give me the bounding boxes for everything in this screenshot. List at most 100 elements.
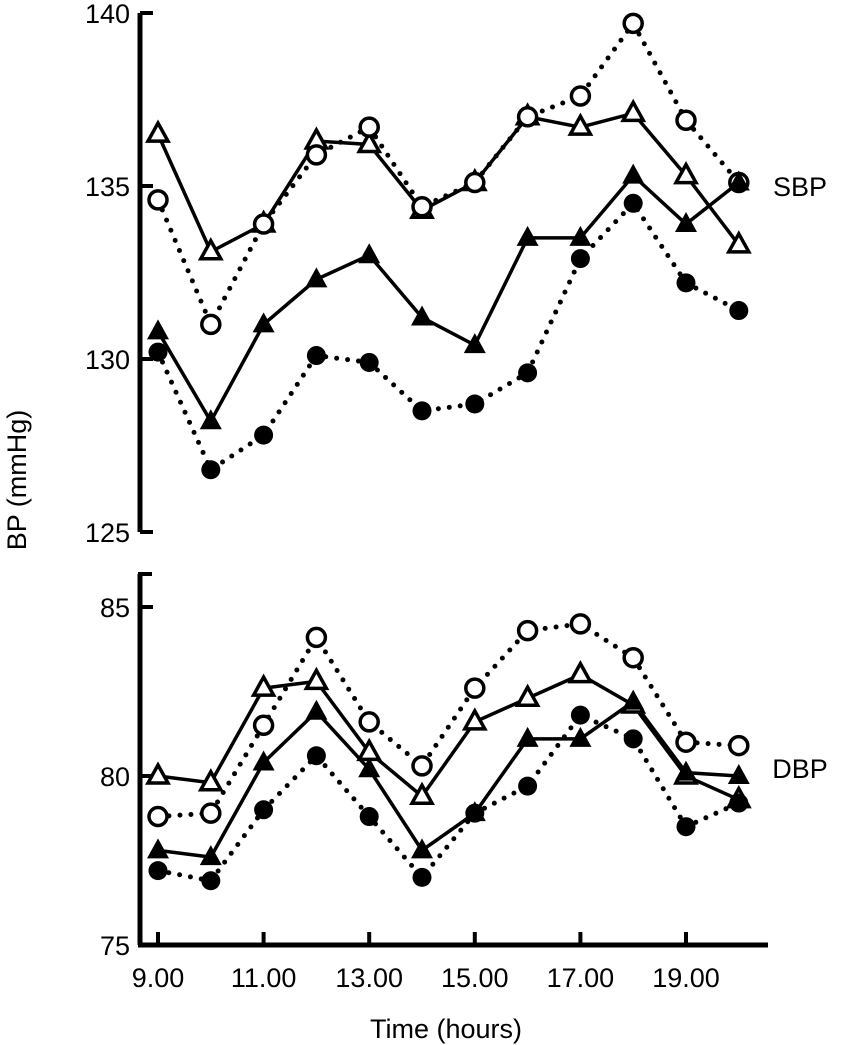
open-circle-marker <box>516 619 539 642</box>
open-triangle-marker <box>673 161 699 185</box>
filled-circle-marker <box>306 746 326 766</box>
open-triangle-solid-line <box>157 672 740 802</box>
open-circle-marker <box>411 755 433 777</box>
filled-circle-marker <box>676 817 696 837</box>
filled-circle-marker <box>148 342 168 362</box>
open-triangle-marker <box>250 673 277 697</box>
filled-circle-marker <box>518 363 538 383</box>
filled-triangle-marker <box>358 757 381 778</box>
open-circle-marker <box>358 116 380 138</box>
filled-circle-marker <box>412 401 432 421</box>
filled-triangle-marker <box>252 750 275 771</box>
y-tick-label: 130 <box>85 345 130 375</box>
open-circle-marker <box>252 714 275 737</box>
filled-circle-marker <box>518 776 538 796</box>
open-circle-marker <box>147 805 169 828</box>
open-circle-marker <box>569 613 592 635</box>
x-tick-label: 19.00 <box>652 963 720 993</box>
filled-triangle-marker <box>252 312 275 333</box>
open-circle-marker <box>675 109 697 132</box>
open-circle-marker <box>358 711 380 733</box>
filled-triangle-marker <box>569 726 592 747</box>
y-tick-label: 85 <box>100 593 130 623</box>
open-triangle-marker <box>303 666 330 691</box>
open-circle-marker <box>464 171 486 194</box>
open-triangle-marker <box>567 659 594 684</box>
sbp-label: SBP <box>773 172 827 202</box>
filled-triangle-marker <box>622 163 645 184</box>
filled-triangle-marker <box>675 760 697 781</box>
open-circle-marker <box>252 213 275 235</box>
open-circle-marker <box>622 646 644 669</box>
x-tick-label: 9.00 <box>132 963 185 993</box>
x-axis: 9.00 11.00 13.00 15.00 17.00 19.00 <box>132 932 768 993</box>
filled-triangle-marker <box>727 764 750 784</box>
filled-circle-marker <box>465 803 485 823</box>
filled-triangle-marker <box>569 225 592 246</box>
filled-circle-marker <box>676 273 696 293</box>
filled-circle-marker <box>729 793 749 813</box>
dbp-panel: 75 80 85 <box>100 572 752 961</box>
open-triangle-marker <box>514 683 541 708</box>
x-tick-label: 11.00 <box>231 963 297 993</box>
open-circle-dotted-line <box>155 18 742 331</box>
filled-circle-marker <box>201 460 221 480</box>
dbp-label: DBP <box>772 754 828 784</box>
filled-circle-dotted-line <box>155 199 742 474</box>
filled-circle-marker <box>570 705 590 725</box>
filled-circle-marker <box>254 425 274 445</box>
open-circle-marker <box>516 106 539 128</box>
filled-triangle-marker <box>727 170 750 191</box>
open-circle-marker <box>675 731 697 753</box>
sbp-panel: 125 130 135 140 <box>85 0 752 548</box>
x-axis-title: Time (hours) <box>370 1014 522 1044</box>
open-circle-marker <box>200 802 222 824</box>
y-tick-label: 75 <box>100 931 130 961</box>
filled-circle-marker <box>359 352 379 372</box>
filled-circle-marker <box>465 394 485 414</box>
filled-triangle-marker <box>147 319 169 340</box>
y-axis-title: BP (mmHg) <box>2 410 32 551</box>
filled-circle-marker <box>359 807 379 827</box>
x-tick-label: 17.00 <box>547 963 615 993</box>
filled-triangle-marker <box>147 838 169 859</box>
filled-triangle-marker <box>463 333 486 354</box>
y-tick-label: 135 <box>85 172 130 202</box>
filled-triangle-solid-line <box>156 173 740 425</box>
open-triangle-marker <box>567 112 594 136</box>
y-tick-label: 125 <box>85 518 130 548</box>
filled-triangle-marker <box>305 699 328 720</box>
open-circle-marker <box>305 626 328 649</box>
open-circle-marker <box>728 734 750 757</box>
x-tick-label: 15.00 <box>441 963 509 993</box>
open-triangle-marker <box>197 237 224 261</box>
y-tick-label: 80 <box>100 762 130 792</box>
y-tick-label: 140 <box>85 0 130 29</box>
filled-circle-marker <box>570 249 590 269</box>
open-circle-marker <box>569 85 592 107</box>
filled-triangle-marker <box>516 726 539 747</box>
filled-triangle-marker <box>411 305 433 326</box>
open-circle-marker <box>147 189 169 211</box>
filled-triangle-marker <box>411 838 433 859</box>
open-triangle-marker <box>356 129 383 154</box>
open-triangle-marker <box>725 230 752 254</box>
filled-triangle-marker <box>675 212 697 233</box>
open-triangle-solid-line <box>156 111 741 255</box>
x-tick-label: 13.00 <box>335 963 403 993</box>
open-triangle-marker <box>461 707 488 731</box>
open-circle-marker <box>464 677 486 699</box>
filled-triangle-marker <box>199 845 222 866</box>
open-triangle-marker <box>145 119 171 143</box>
filled-triangle-marker <box>622 689 645 710</box>
open-triangle-marker <box>409 781 435 806</box>
filled-circle-marker <box>148 861 168 881</box>
open-circle-marker <box>411 196 433 218</box>
filled-triangle-marker <box>358 243 381 264</box>
filled-circle-marker <box>623 729 643 749</box>
open-triangle-marker <box>620 98 647 123</box>
filled-circle-dotted-line <box>155 712 742 884</box>
open-circle-marker <box>305 144 328 166</box>
filled-circle-marker <box>623 193 643 213</box>
